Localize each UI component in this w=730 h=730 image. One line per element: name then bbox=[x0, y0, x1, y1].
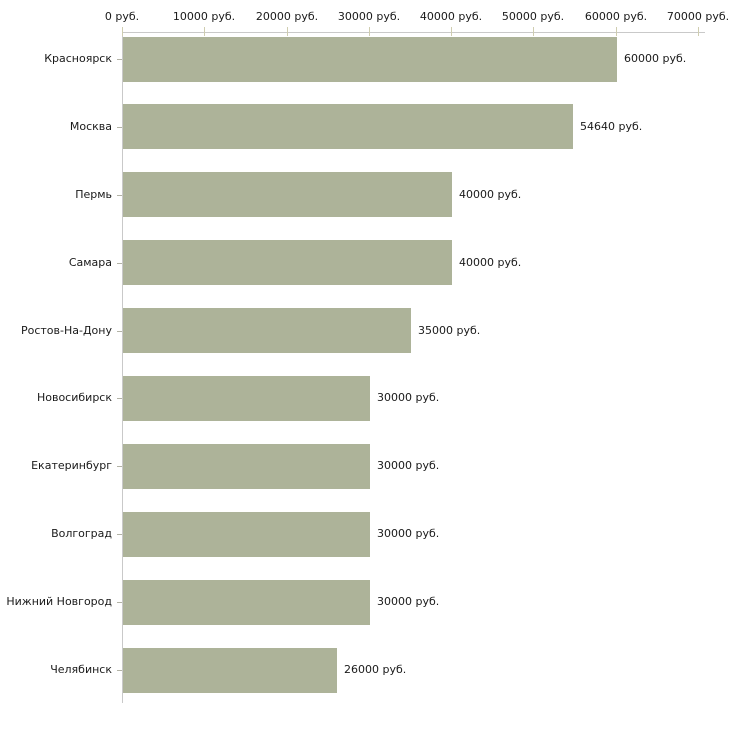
bar bbox=[123, 37, 617, 82]
bar bbox=[123, 104, 573, 149]
value-label: 60000 руб. bbox=[624, 52, 687, 65]
value-label: 30000 руб. bbox=[377, 595, 440, 608]
x-axis-tick-label: 70000 руб. bbox=[666, 10, 730, 23]
category-tick bbox=[117, 602, 122, 603]
value-label: 35000 руб. bbox=[418, 324, 481, 337]
category-tick bbox=[117, 59, 122, 60]
value-label: 54640 руб. bbox=[580, 120, 643, 133]
x-axis-tick bbox=[204, 27, 205, 36]
bar bbox=[123, 648, 337, 693]
category-tick bbox=[117, 534, 122, 535]
category-label: Москва bbox=[69, 120, 112, 133]
bar bbox=[123, 240, 452, 285]
category-tick bbox=[117, 466, 122, 467]
category-tick bbox=[117, 398, 122, 399]
x-axis-tick-label: 20000 руб. bbox=[255, 10, 319, 23]
bar bbox=[123, 512, 370, 557]
x-axis-tick bbox=[698, 27, 699, 36]
category-label: Новосибирск bbox=[36, 391, 112, 404]
value-label: 30000 руб. bbox=[377, 391, 440, 404]
category-tick bbox=[117, 195, 122, 196]
value-label: 40000 руб. bbox=[459, 256, 522, 269]
category-tick bbox=[117, 670, 122, 671]
bar bbox=[123, 172, 452, 217]
x-axis-tick bbox=[533, 27, 534, 36]
x-axis-tick bbox=[451, 27, 452, 36]
x-axis-tick-label: 50000 руб. bbox=[501, 10, 565, 23]
x-axis-tick bbox=[369, 27, 370, 36]
category-label: Нижний Новгород bbox=[6, 595, 112, 608]
plot-area bbox=[122, 32, 705, 703]
category-label: Екатеринбург bbox=[31, 459, 112, 472]
value-label: 40000 руб. bbox=[459, 188, 522, 201]
value-label: 26000 руб. bbox=[344, 663, 407, 676]
category-tick bbox=[117, 127, 122, 128]
x-axis-tick bbox=[122, 27, 123, 36]
category-label: Ростов-На-Дону bbox=[20, 324, 112, 337]
x-axis-tick-label: 60000 руб. bbox=[584, 10, 648, 23]
bar bbox=[123, 308, 411, 353]
x-axis-tick-label: 10000 руб. bbox=[172, 10, 236, 23]
category-label: Красноярск bbox=[44, 52, 112, 65]
category-label: Челябинск bbox=[50, 663, 112, 676]
category-tick bbox=[117, 331, 122, 332]
category-label: Волгоград bbox=[51, 527, 112, 540]
value-label: 30000 руб. bbox=[377, 527, 440, 540]
bar bbox=[123, 376, 370, 421]
bar bbox=[123, 444, 370, 489]
value-label: 30000 руб. bbox=[377, 459, 440, 472]
category-label: Пермь bbox=[75, 188, 112, 201]
x-axis-tick-label: 0 руб. bbox=[104, 10, 140, 23]
category-label: Самара bbox=[68, 256, 112, 269]
x-axis-tick bbox=[616, 27, 617, 36]
x-axis-tick-label: 40000 руб. bbox=[419, 10, 483, 23]
x-axis-tick bbox=[287, 27, 288, 36]
category-tick bbox=[117, 263, 122, 264]
x-axis-tick-label: 30000 руб. bbox=[337, 10, 401, 23]
bar bbox=[123, 580, 370, 625]
